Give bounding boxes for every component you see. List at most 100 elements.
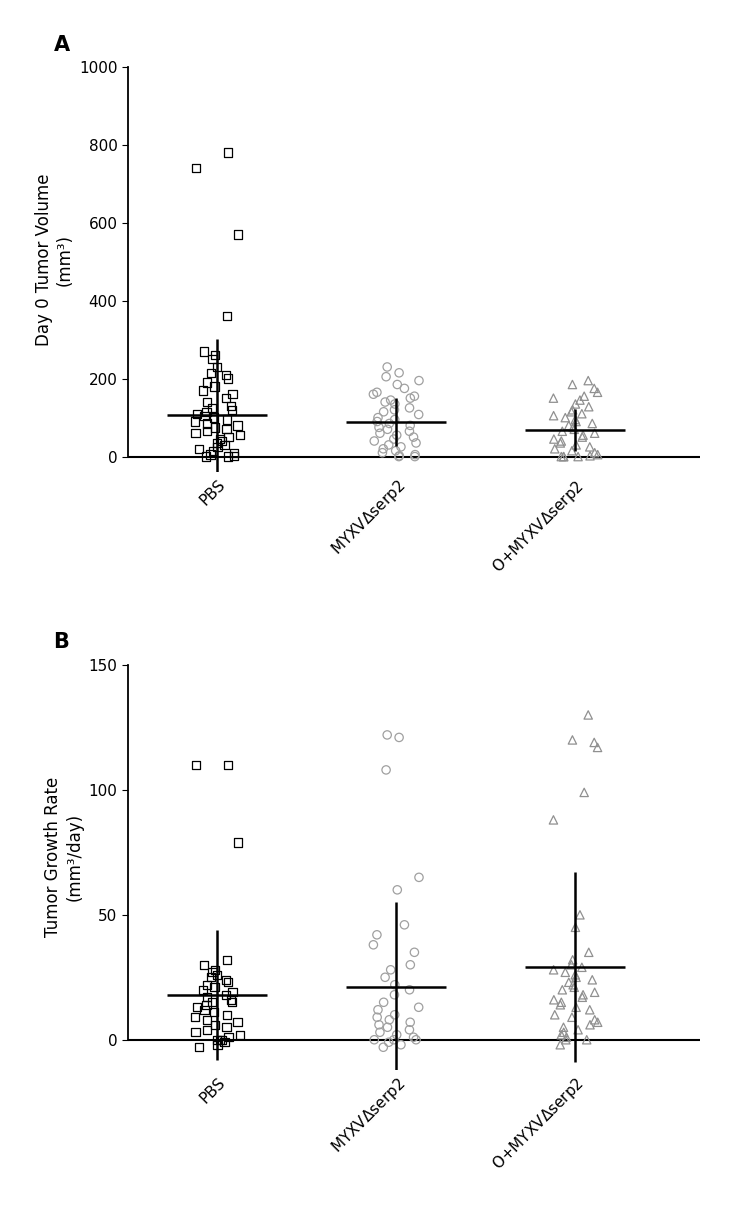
Point <box>190 1023 201 1042</box>
Point <box>383 1032 395 1052</box>
Point <box>404 955 416 974</box>
Point <box>226 384 238 404</box>
Point <box>592 1013 603 1032</box>
Point <box>410 1030 422 1049</box>
Point <box>381 420 393 439</box>
Point <box>380 760 392 780</box>
Point <box>374 1023 386 1042</box>
Point <box>389 394 401 413</box>
Point <box>390 441 401 461</box>
Point <box>201 413 213 433</box>
Point <box>207 962 218 982</box>
Point <box>201 422 213 441</box>
Point <box>413 371 425 391</box>
Point <box>221 950 233 970</box>
Point <box>404 980 415 1000</box>
Point <box>393 446 405 465</box>
Point <box>559 962 571 982</box>
Point <box>220 365 232 384</box>
Point <box>388 1030 400 1049</box>
Point <box>404 1013 416 1032</box>
Point <box>548 388 559 407</box>
Point <box>584 1016 596 1035</box>
Point <box>212 438 223 457</box>
Point <box>226 983 238 1002</box>
Point <box>563 416 575 435</box>
Point <box>216 1030 228 1049</box>
Point <box>201 403 212 422</box>
Point <box>222 972 234 991</box>
Point <box>373 417 385 436</box>
Point <box>216 432 228 451</box>
Point <box>589 1010 600 1029</box>
Point <box>380 368 392 387</box>
Point <box>409 445 421 464</box>
Point <box>193 1037 205 1057</box>
Point <box>392 880 404 899</box>
Point <box>197 980 209 1000</box>
Point <box>568 420 580 439</box>
Point <box>558 1018 570 1037</box>
Point <box>218 1032 230 1052</box>
Point <box>191 997 203 1017</box>
Point <box>378 403 390 422</box>
Point <box>374 423 386 442</box>
Point <box>381 1018 393 1037</box>
Point <box>388 429 400 449</box>
Point <box>234 1025 245 1045</box>
Point <box>368 384 379 404</box>
Point <box>222 143 234 162</box>
Point <box>209 1016 220 1035</box>
Point <box>201 976 213 995</box>
Point <box>559 407 571 427</box>
Point <box>567 417 579 436</box>
Point <box>549 439 561 458</box>
Point <box>589 983 600 1002</box>
Point <box>576 988 588 1007</box>
Point <box>404 422 415 441</box>
Point <box>208 407 220 427</box>
Point <box>379 967 391 987</box>
Point <box>393 447 405 467</box>
Point <box>214 1030 226 1049</box>
Point <box>556 447 567 467</box>
Point <box>207 349 218 369</box>
Point <box>378 993 390 1012</box>
Point <box>372 1000 384 1019</box>
Point <box>373 1016 385 1035</box>
Point <box>232 1013 243 1032</box>
Point <box>556 993 567 1012</box>
Point <box>220 420 232 439</box>
Point <box>221 1005 233 1024</box>
Point <box>582 371 594 391</box>
Point <box>389 400 401 420</box>
Point <box>554 1035 566 1054</box>
Point <box>570 412 582 432</box>
Point <box>190 158 202 178</box>
Point <box>209 960 221 979</box>
Point <box>371 382 383 401</box>
Point <box>558 447 570 467</box>
Point <box>209 978 220 997</box>
Point <box>209 417 220 436</box>
Point <box>205 363 217 382</box>
Point <box>211 965 223 984</box>
Point <box>222 756 234 775</box>
Point <box>570 965 581 984</box>
Point <box>376 442 388 462</box>
Point <box>413 868 425 887</box>
Point <box>223 1028 234 1047</box>
Point <box>193 439 205 458</box>
Point <box>556 1025 567 1045</box>
Point <box>205 967 217 987</box>
Point <box>214 429 226 449</box>
Point <box>408 1028 420 1047</box>
Point <box>234 426 245 445</box>
Point <box>371 412 383 432</box>
Point <box>592 737 603 757</box>
Point <box>589 423 600 442</box>
Y-axis label: Tumor Growth Rate
(mm³/day): Tumor Growth Rate (mm³/day) <box>44 777 83 937</box>
Point <box>409 447 420 467</box>
Point <box>583 943 595 962</box>
Point <box>391 426 403 445</box>
